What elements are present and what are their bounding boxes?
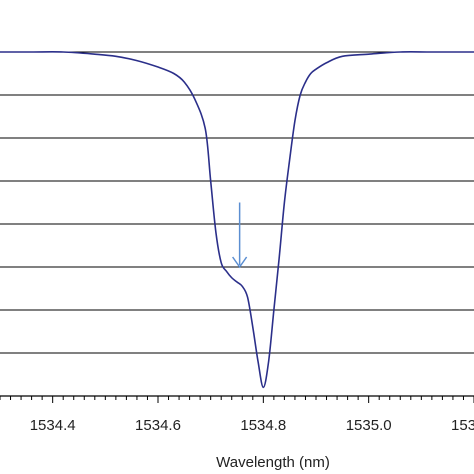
x-tick-labels: 1534.4 1534.6 1534.8 1535.0 1535.2: [30, 417, 474, 434]
x-tick-label-1: 1534.6: [135, 417, 181, 434]
series-group: [0, 51, 474, 389]
series-line-0: [0, 51, 474, 389]
x-tick-label-4: 1535.2: [451, 417, 474, 434]
gridlines: [0, 51, 474, 354]
x-ticks: [0, 396, 474, 403]
x-axis-title: Wavelength (nm): [216, 454, 330, 471]
annotations: [232, 202, 248, 269]
annotation-arrow-head-0: [232, 256, 248, 269]
x-tick-label-2: 1534.8: [240, 417, 286, 434]
x-tick-label-3: 1535.0: [346, 417, 392, 434]
x-tick-label-0: 1534.4: [30, 417, 76, 434]
